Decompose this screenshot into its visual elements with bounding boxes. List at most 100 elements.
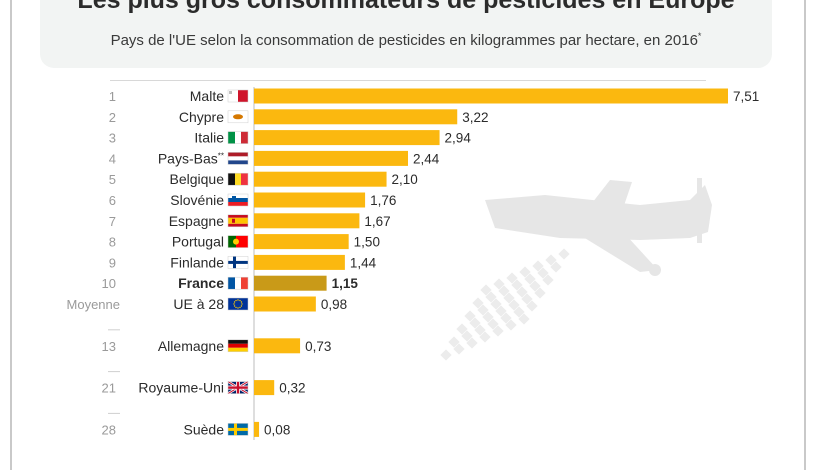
spray-dot <box>448 336 460 348</box>
spray-dot <box>480 284 492 296</box>
spray-dot <box>505 319 517 331</box>
value-label: 3,22 <box>462 110 488 125</box>
bar-row: 2 Chypre 3,22 <box>109 109 489 125</box>
spray-dot <box>511 279 523 291</box>
rank-label: 5 <box>109 172 116 187</box>
spray-dot <box>516 286 528 298</box>
spray-dot <box>498 285 510 297</box>
spray-dot <box>508 299 520 311</box>
value-label: 1,67 <box>364 214 390 229</box>
rank-label: 13 <box>102 339 116 354</box>
spray-dot <box>461 330 473 342</box>
bar <box>254 150 409 166</box>
bar-row: 6 Slovénie 1,76 <box>109 192 397 208</box>
spray-dot <box>474 324 486 336</box>
country-label: Slovénie <box>170 192 224 208</box>
spray-dot <box>534 287 546 299</box>
bar-row: 8 Portugal 1,50 <box>109 234 380 250</box>
country-label: Pays-Bas** <box>158 150 224 166</box>
spray-dot <box>495 305 507 317</box>
country-label: Finlande <box>170 254 224 270</box>
spray-dot <box>472 297 484 309</box>
spray-dot <box>487 318 499 330</box>
spray-dot <box>506 272 518 284</box>
bar <box>254 380 275 396</box>
rank-label: 2 <box>109 110 116 125</box>
spray-dot <box>545 254 557 266</box>
value-label: 2,10 <box>392 172 418 187</box>
bar <box>254 130 440 146</box>
rank-label: 10 <box>102 276 116 291</box>
spray-dot <box>558 248 570 260</box>
spray-dot <box>469 317 481 329</box>
bar <box>254 213 360 229</box>
value-label: 2,44 <box>413 151 440 166</box>
country-label: Belgique <box>170 171 225 187</box>
bar-row: 9 Finlande 1,44 <box>109 254 377 270</box>
bar-row: 7 Espagne 1,67 <box>109 213 391 229</box>
spray-dot <box>518 313 530 325</box>
rank-label: 8 <box>109 235 116 250</box>
spray-dot <box>542 274 554 286</box>
eu-flag-icon <box>227 297 249 311</box>
spray-dot <box>490 298 502 310</box>
country-label: Espagne <box>169 213 224 229</box>
spray-dot <box>479 331 491 343</box>
value-label: 0,32 <box>279 381 305 396</box>
rank-label: 3 <box>109 131 116 146</box>
value-label: 1,15 <box>332 276 359 291</box>
bar <box>254 254 345 270</box>
spray-dot <box>519 266 531 278</box>
spain-flag-icon <box>227 214 249 228</box>
spray-dot <box>524 273 536 285</box>
crop-duster-plane-icon <box>485 178 712 276</box>
country-label: Portugal <box>172 234 224 250</box>
chart-subtitle-text: Pays de l'UE selon la consommation de pe… <box>110 32 698 49</box>
bar-row: 1 Malte 7,51 <box>109 88 760 104</box>
netherlands-flag-icon <box>227 152 249 165</box>
rank-label: Moyenne <box>67 297 120 312</box>
value-label: 0,08 <box>264 422 290 437</box>
cyprus-flag-icon <box>227 110 249 124</box>
belgium-flag-icon <box>227 172 249 186</box>
uk-flag-icon <box>227 380 249 395</box>
rank-label: 9 <box>109 255 116 270</box>
portugal-flag-icon <box>227 235 249 248</box>
spray-dot <box>550 261 562 273</box>
spray-dot <box>500 312 512 324</box>
value-label: 2,94 <box>445 131 472 146</box>
france-flag-icon <box>227 276 249 290</box>
spray-dot <box>466 337 478 349</box>
bar-row: 21 Royaume-Uni 0,32 <box>102 380 306 396</box>
bar-row: 4 Pays-Bas** 2,44 <box>109 150 440 166</box>
rank-label: 7 <box>109 214 116 229</box>
spray-dot <box>529 280 541 292</box>
country-label: Chypre <box>179 109 224 125</box>
spray-dot <box>503 292 515 304</box>
country-label: Royaume-Uni <box>138 380 224 396</box>
rank-label: 28 <box>102 422 116 437</box>
chart-frame <box>10 0 806 470</box>
country-label: Malte <box>190 88 224 104</box>
spray-pattern-icon <box>440 248 570 361</box>
bar <box>254 421 260 437</box>
bar-row: 5 Belgique 2,10 <box>109 171 418 187</box>
spray-dot <box>453 343 465 355</box>
chart-title: Les plus gros consommateurs de pesticide… <box>77 0 735 14</box>
bar <box>254 234 349 250</box>
spray-dot <box>521 293 533 305</box>
country-label: Suède <box>184 421 225 437</box>
spray-dot <box>513 306 525 318</box>
bar <box>254 338 301 354</box>
finland-flag-icon <box>227 256 249 269</box>
value-label: 1,44 <box>350 255 377 270</box>
header-divider <box>110 80 706 81</box>
spray-dot <box>492 325 504 337</box>
bar-row: 13 Allemagne 0,73 <box>102 338 332 354</box>
bar-row: 28 Suède 0,08 <box>102 421 291 437</box>
rank-label: 21 <box>102 381 116 396</box>
bar <box>254 88 728 104</box>
country-label: UE à 28 <box>173 296 224 312</box>
country-label: Allemagne <box>158 338 224 354</box>
chart-subtitle: Pays de l'UE selon la consommation de pe… <box>40 31 772 49</box>
